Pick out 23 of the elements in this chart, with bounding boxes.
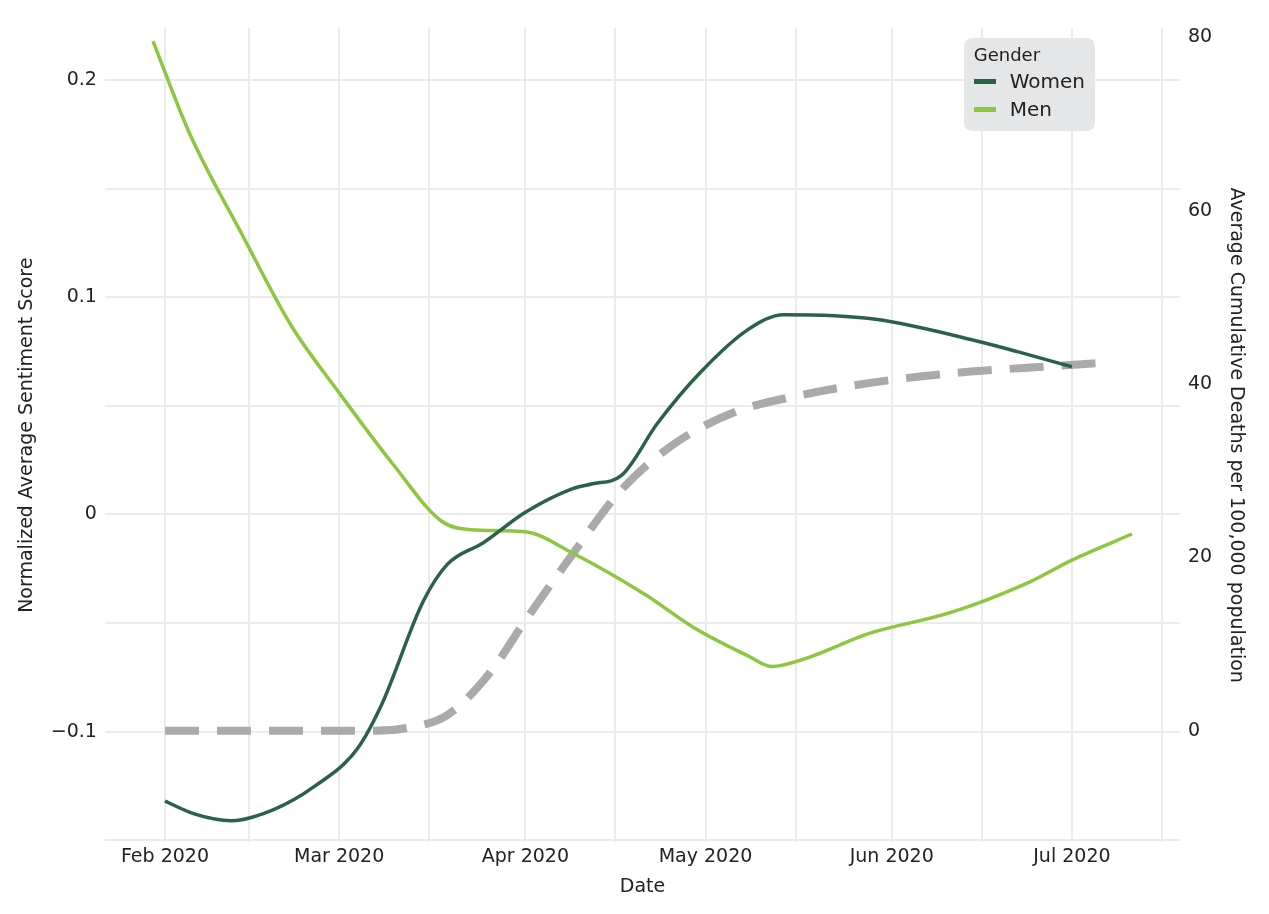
y2-tick-label: 20 bbox=[1188, 544, 1213, 567]
y-tick-label: 0.1 bbox=[66, 284, 97, 307]
line-series bbox=[151, 39, 1134, 669]
legend-title: Gender bbox=[973, 44, 1042, 65]
y2-axis-title: Average Cumulative Deaths per 100,000 population bbox=[1226, 187, 1249, 683]
x-tick-label: Apr 2020 bbox=[481, 843, 569, 866]
x-tick-label: Jun 2020 bbox=[848, 843, 934, 866]
y-tick-label: 0 bbox=[84, 501, 97, 524]
line-series bbox=[163, 312, 1074, 823]
x-axis-title: Date bbox=[619, 873, 666, 896]
y-axis-title: Normalized Average Sentiment Score bbox=[14, 257, 37, 613]
y-tick-label: −0.1 bbox=[50, 718, 97, 741]
x-tick-label: May 2020 bbox=[658, 843, 753, 866]
y2-tick-label: 0 bbox=[1188, 717, 1201, 740]
x-tick-label: Jul 2020 bbox=[1032, 843, 1111, 866]
y2-tick-label: 40 bbox=[1188, 371, 1213, 394]
y2-tick-label: 80 bbox=[1188, 24, 1213, 47]
x-tick-label: Feb 2020 bbox=[120, 843, 210, 866]
legend-label: Women bbox=[1009, 68, 1086, 95]
y-tick-label: 0.2 bbox=[66, 67, 97, 90]
legend-label: Men bbox=[1009, 96, 1052, 123]
y2-tick-label: 60 bbox=[1188, 197, 1213, 220]
x-tick-label: Mar 2020 bbox=[294, 843, 385, 866]
